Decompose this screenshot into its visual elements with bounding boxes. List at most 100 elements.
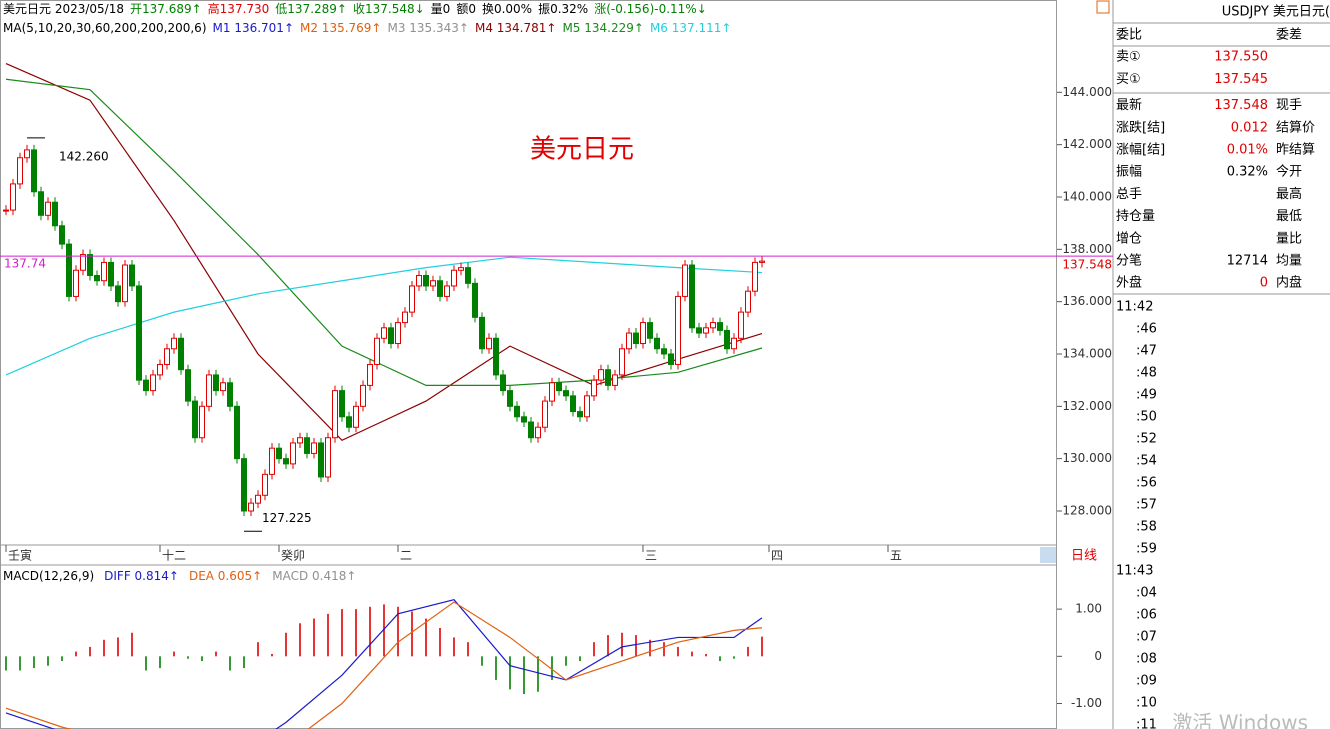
header-item: 开137.689↑ [130,2,202,16]
quote-label: 最高 [1276,186,1302,202]
candle [402,311,408,324]
candle [710,322,716,329]
header-item: 收137.548↓ [353,2,425,16]
menu-icon[interactable] [1096,0,1110,14]
y-tick-label: 140.000 [1062,189,1112,203]
quote-label: 昨结算 [1276,143,1315,158]
header-item: M1 136.701↑ [213,21,294,35]
quote-label: 现手 [1276,98,1302,113]
candle [213,374,219,392]
time-label: 四 [771,549,783,563]
candle [416,274,422,287]
quote-label: 增仓 [1116,231,1142,246]
quote-label: 委比 [1116,28,1142,43]
candle [346,416,352,428]
tick-time: :04 [1136,586,1157,601]
candle [752,261,758,292]
candle [248,502,254,512]
candle [472,282,478,318]
quote-label: 均量 [1276,254,1302,269]
scroll-button[interactable] [1040,547,1056,563]
quote-label: 振幅 [1116,165,1142,180]
candle [514,405,520,418]
candle [507,390,513,407]
candle [409,285,415,313]
candle [423,274,429,287]
candle [269,447,275,475]
tick-time: :54 [1136,454,1157,469]
candle [101,261,107,282]
quote-label: 总手 [1116,187,1142,202]
header-line: MA(5,10,20,30,60,200,200,200,6) M1 136.70… [3,21,731,35]
header-item: 振0.32% [538,2,588,16]
legend-item: DEA 0.605↑ [189,569,262,583]
tick-time: :06 [1136,608,1157,623]
candle [318,442,324,478]
quote-label: 委差 [1276,28,1302,43]
tick-time: :09 [1136,674,1157,689]
candle [493,337,499,376]
quote-value: 137.545 [1214,72,1268,87]
extreme-label: 142.260 [59,149,109,163]
tick-time: :57 [1136,498,1157,513]
tick-time: :58 [1136,520,1157,535]
candle [283,458,289,465]
candle [570,395,576,413]
tick-time: :47 [1136,344,1157,359]
quote-label: 量比 [1276,231,1302,246]
last-price: 137.548 [1062,258,1112,272]
candle [549,382,555,402]
macd-line [5,601,763,729]
candle [115,285,121,303]
candle [241,458,247,512]
candle [353,405,359,428]
candle [500,374,506,392]
candle [682,264,688,297]
y-tick-label: 136.000 [1062,294,1112,308]
tick-time: :08 [1136,652,1157,667]
candle [556,382,562,392]
tick-time: :56 [1136,476,1157,491]
candle [164,348,170,365]
period-button[interactable]: 日线 [1071,549,1097,564]
candle [388,327,394,345]
candle [87,254,93,276]
quote-value: 0.01% [1227,143,1268,158]
tick-time: :10 [1136,696,1157,711]
candle [528,421,534,439]
time-label: 癸卯 [281,549,305,563]
quote-label: 结算价 [1276,120,1315,135]
header-item: 美元日元 2023/05/18 [3,2,124,16]
candle [199,405,205,439]
candle [486,337,492,350]
candle [262,473,268,496]
chart-title: 美元日元 [530,135,634,165]
header-item: 低137.289↑ [275,2,347,16]
candle [311,442,317,454]
candle [3,209,9,212]
quote-label: 分笔 [1116,253,1142,269]
candle [465,267,471,284]
candle [745,290,751,313]
time-label: 壬寅 [8,548,32,563]
candle [80,254,86,271]
quote-label: 涨跌[结] [1116,119,1165,135]
candle [612,374,618,386]
candle [437,280,443,297]
candle [675,295,681,365]
quote-value: 0.012 [1231,120,1268,135]
quote-value: 12714 [1227,254,1268,269]
quote-label: 内盘 [1276,275,1302,291]
legend-item: DIFF 0.814↑ [104,569,179,583]
candle [192,400,198,439]
candle [150,374,156,392]
price-plot [3,62,765,516]
candle [542,400,548,428]
quote-label: 最新 [1116,97,1142,113]
quote-label: 今开 [1276,164,1302,180]
header-item: M6 137.111↑ [650,21,731,35]
extreme-label: 127.225 [262,511,312,525]
tick-time: 11:42 [1116,300,1153,315]
candle [458,267,464,271]
candle [451,269,457,287]
